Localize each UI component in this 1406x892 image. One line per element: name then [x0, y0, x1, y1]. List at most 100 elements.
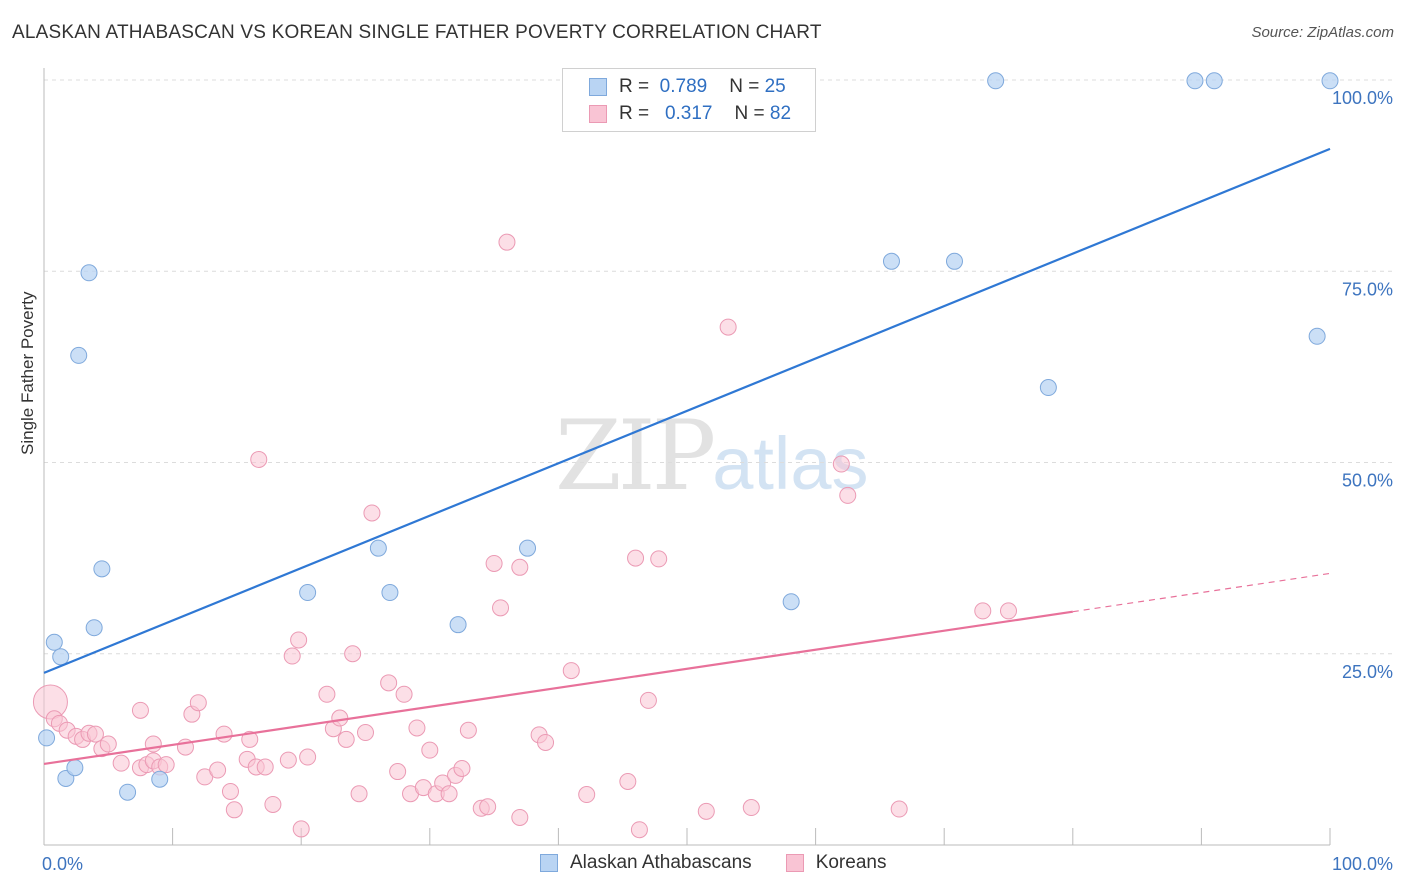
korean-point: [209, 761, 227, 779]
korean-point: [221, 782, 239, 800]
x-tick-label: 0.0%: [42, 854, 83, 874]
korean-point: [492, 599, 510, 617]
legend-n-value-athabascans: 25: [764, 76, 786, 97]
korean-point: [357, 724, 374, 742]
korean-point: [619, 773, 637, 791]
korean-point: [479, 798, 497, 816]
korean-trend-line: [43, 610, 1073, 765]
korean-point: [344, 645, 362, 663]
athabascan-point: [381, 584, 399, 602]
korean-trend-extension: [1072, 572, 1331, 613]
korean-point: [453, 760, 471, 777]
korean-point: [290, 631, 308, 649]
korean-point: [215, 725, 233, 743]
korean-point: [742, 799, 760, 817]
athabascan-point: [38, 729, 56, 747]
korean-point: [511, 558, 529, 576]
athabascan-trend-line: [43, 147, 1331, 674]
korean-point: [337, 730, 355, 748]
korean-point: [395, 685, 413, 703]
korean-point: [639, 691, 657, 709]
korean-point: [363, 504, 381, 522]
y-tick-label: 100.0%: [1332, 88, 1393, 108]
korean-point: [331, 709, 349, 727]
athabascan-point: [93, 560, 111, 578]
korean-point: [832, 455, 850, 473]
bottom-legend-athabascans: Alaskan Athabascans: [540, 852, 752, 874]
athabascan-point: [80, 264, 98, 282]
korean-point: [408, 719, 426, 737]
legend-box: R = 0.789 N = 25 R = 0.317 N = 82: [562, 68, 816, 132]
athabascan-point: [782, 593, 800, 611]
athabascan-point: [987, 72, 1005, 90]
korean-point: [350, 785, 368, 803]
korean-point: [421, 741, 439, 759]
korean-point: [299, 748, 317, 766]
athabascan-point: [449, 616, 467, 634]
athabascan-point: [882, 252, 900, 270]
bottom-legend-koreans: Koreans: [785, 852, 887, 874]
legend-n-label: N =: [734, 103, 765, 124]
korean-point: [283, 647, 301, 665]
chart-title: ALASKAN ATHABASCAN VS KOREAN SINGLE FATH…: [12, 22, 822, 43]
korean-point: [511, 808, 529, 826]
legend-r-label: R =: [619, 76, 650, 97]
bottom-legend-swatch-koreans: [785, 854, 804, 872]
athabascan-point: [151, 770, 169, 788]
korean-point: [890, 800, 908, 818]
watermark-zip: ZIP: [555, 400, 716, 512]
athabascan-point: [369, 539, 387, 557]
korean-point: [578, 786, 596, 804]
legend-swatch-koreans: [589, 105, 607, 123]
korean-point: [99, 735, 117, 753]
korean-point: [112, 754, 130, 772]
athabascan-point: [1308, 327, 1326, 345]
athabascan-point: [66, 759, 84, 777]
legend-r-value-athabascans: 0.789: [659, 76, 708, 97]
athabascan-point: [1186, 72, 1204, 90]
korean-point: [440, 785, 458, 803]
legend-row-athabascans: R = 0.789 N = 25: [589, 75, 786, 99]
y-tick-label: 25.0%: [1342, 662, 1393, 682]
athabascan-point: [299, 584, 317, 602]
korean-point: [225, 801, 243, 819]
korean-point: [1000, 602, 1017, 620]
korean-point: [264, 795, 282, 813]
athabascan-point: [52, 648, 70, 666]
legend-swatch-athabascans: [589, 78, 607, 96]
korean-point: [974, 602, 992, 620]
bottom-legend: Alaskan Athabascans Koreans: [540, 852, 920, 874]
korean-point: [380, 674, 398, 692]
bottom-legend-swatch-athabascans: [540, 854, 558, 872]
korean-point: [498, 233, 516, 251]
y-tick-label: 50.0%: [1342, 471, 1393, 491]
korean-point: [157, 756, 175, 774]
korean-point: [627, 549, 645, 567]
source-label: Source: ZipAtlas.com: [1251, 24, 1394, 41]
korean-point: [562, 662, 580, 680]
athabascan-point: [119, 783, 137, 801]
y-tick-label: 75.0%: [1342, 279, 1393, 299]
athabascan-point: [945, 252, 963, 270]
korean-point: [537, 733, 555, 751]
korean-point: [697, 802, 715, 820]
bottom-legend-label-koreans: Koreans: [815, 852, 887, 873]
athabascan-point: [519, 539, 537, 557]
legend-n-value-koreans: 82: [769, 103, 792, 124]
korean-point: [389, 763, 407, 781]
athabascan-point: [70, 346, 88, 364]
korean-point: [279, 751, 297, 769]
korean-point: [719, 318, 737, 336]
korean-point: [839, 486, 857, 504]
athabascan-point: [45, 633, 63, 651]
legend-n-label: N =: [729, 76, 760, 97]
korean-point: [131, 701, 149, 719]
korean-point: [250, 450, 268, 468]
korean-point: [485, 554, 503, 572]
korean-point: [630, 821, 648, 839]
korean-point: [318, 685, 336, 703]
korean-point: [650, 550, 668, 568]
korean-point: [256, 758, 274, 776]
x-tick-label: 100.0%: [1332, 854, 1393, 874]
